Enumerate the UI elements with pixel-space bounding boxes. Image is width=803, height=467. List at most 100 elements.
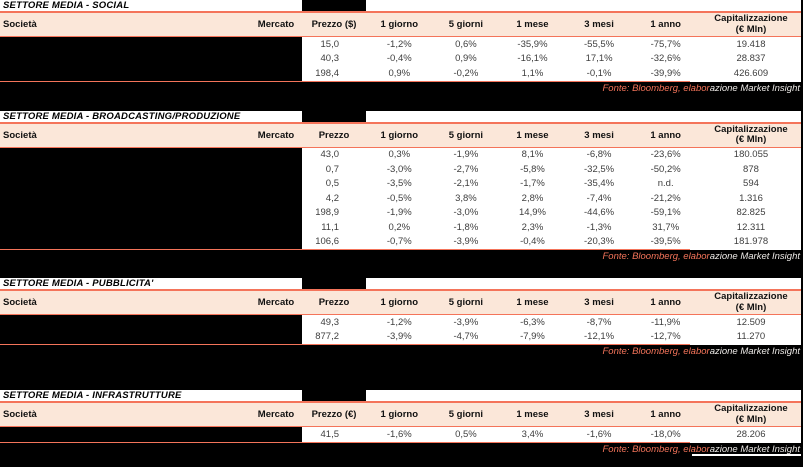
section-gap bbox=[0, 358, 803, 390]
white-sliver bbox=[692, 453, 801, 456]
header-capitalizzazione: Capitalizzazione (€ Mln) bbox=[699, 124, 803, 146]
cell-1-anno: -50,2% bbox=[650, 163, 681, 175]
table-header-row: Società Mercato Prezzo (€) 1 giorno 5 gi… bbox=[0, 403, 801, 427]
header-1-mese: 1 mese bbox=[516, 129, 549, 141]
cell-1-mese: -6,3% bbox=[520, 316, 545, 328]
prezzo-cell: 198,9 bbox=[315, 207, 339, 219]
cell-5-giorni: 0,6% bbox=[455, 38, 477, 50]
header-capitalizzazione: Capitalizzazione (€ Mln) bbox=[699, 13, 803, 35]
header-prezzo: Prezzo ($) bbox=[311, 19, 357, 30]
cell-1-anno: -32,6% bbox=[650, 53, 681, 65]
prezzo-cell: 4,2 bbox=[325, 192, 339, 204]
white-sliver bbox=[690, 441, 801, 443]
table-row: 40,3 -0,4% 0,9% -16,1% 17,1% -32,6% 28.8… bbox=[0, 52, 801, 67]
table-body: 43,0 0,3% -1,9% 8,1% -6,8% -23,6% 180.05… bbox=[0, 147, 801, 250]
table-row: 43,0 0,3% -1,9% 8,1% -6,8% -23,6% 180.05… bbox=[0, 148, 801, 163]
cell-5-giorni: -2,7% bbox=[453, 163, 479, 175]
header-prezzo: Prezzo bbox=[318, 297, 350, 308]
table-row: 15,0 -1,2% 0,6% -35,9% -55,5% -75,7% 19.… bbox=[0, 37, 801, 52]
redaction-box bbox=[302, 0, 366, 11]
cell-1-giorno: -1,9% bbox=[386, 207, 412, 219]
source-line: Fonte: Bloomberg, elabor azione Market In… bbox=[0, 344, 803, 358]
header-1-anno: 1 anno bbox=[650, 19, 681, 30]
prezzo-cell: 198,4 bbox=[315, 67, 339, 79]
cell-1-mese: 1,1% bbox=[521, 67, 544, 79]
cell-3-mesi: -0,1% bbox=[586, 67, 612, 79]
redaction-box bbox=[302, 390, 366, 401]
cell-5-giorni: -1,8% bbox=[453, 221, 479, 233]
cell-3-mesi: -1,3% bbox=[586, 221, 612, 233]
redaction-box bbox=[0, 37, 302, 81]
prezzo-cell: 0,5 bbox=[325, 178, 339, 190]
cell-1-giorno: -1,6% bbox=[386, 428, 412, 440]
header-mercato: Mercato bbox=[257, 409, 295, 420]
header-capitalizzazione-line1: Capitalizzazione bbox=[714, 291, 788, 302]
section-pubblicita: SETTORE MEDIA - PUBBLICITA' Società Merc… bbox=[0, 278, 801, 345]
header-societa: Società bbox=[3, 409, 37, 420]
redaction-box bbox=[302, 278, 366, 289]
table-header-row: Società Mercato Prezzo ($) 1 giorno 5 gi… bbox=[0, 13, 801, 37]
cell-3-mesi: -7,4% bbox=[586, 192, 612, 204]
capitalizzazione-cell: 28.837 bbox=[736, 53, 766, 65]
cell-1-anno: -23,6% bbox=[650, 149, 681, 161]
header-societa: Società bbox=[3, 19, 37, 30]
header-5-giorni: 5 giorni bbox=[448, 297, 484, 308]
source-text-on-redaction: azione Market Insight bbox=[709, 346, 800, 357]
source-line: Fonte: Bloomberg, elabor azione Market In… bbox=[0, 441, 803, 456]
capitalizzazione-cell: 19.418 bbox=[736, 38, 766, 50]
header-1-anno: 1 anno bbox=[650, 409, 681, 420]
source-text: Fonte: Bloomberg, elabor bbox=[602, 251, 710, 262]
cell-1-mese: 8,1% bbox=[521, 149, 544, 161]
header-1-giorno: 1 giorno bbox=[380, 129, 419, 141]
cell-3-mesi: -32,5% bbox=[584, 163, 615, 175]
cell-5-giorni: -4,7% bbox=[453, 331, 479, 343]
cell-1-mese: -35,9% bbox=[517, 38, 548, 50]
header-5-giorni: 5 giorni bbox=[448, 409, 484, 420]
section-title-row: SETTORE MEDIA - PUBBLICITA' bbox=[0, 278, 801, 291]
header-5-giorni: 5 giorni bbox=[448, 129, 484, 141]
section-gap bbox=[0, 263, 803, 278]
cell-1-anno: -39,9% bbox=[650, 67, 681, 79]
prezzo-cell: 106,6 bbox=[315, 236, 339, 248]
source-text-on-redaction: azione Market Insight bbox=[709, 82, 800, 94]
cell-1-giorno: -1,2% bbox=[386, 316, 412, 328]
cell-1-mese: -7,9% bbox=[520, 331, 545, 343]
cell-1-giorno: -3,5% bbox=[386, 178, 412, 190]
cell-5-giorni: -3,9% bbox=[453, 316, 479, 328]
source-text: Fonte: Bloomberg, elabor bbox=[602, 346, 710, 357]
section-title-row: SETTORE MEDIA - INFRASTRUTTURE bbox=[0, 390, 801, 403]
capitalizzazione-cell: 180.055 bbox=[733, 149, 769, 161]
redaction-box bbox=[0, 315, 302, 344]
table-row: 4,2 -0,5% 3,8% 2,8% -7,4% -21,2% 1.316 bbox=[0, 191, 801, 206]
cell-1-mese: -0,4% bbox=[520, 236, 545, 248]
header-prezzo: Prezzo (€) bbox=[311, 409, 357, 420]
capitalizzazione-cell: 1.316 bbox=[739, 192, 763, 204]
cell-5-giorni: 3,8% bbox=[455, 192, 477, 204]
cell-1-anno: n.d. bbox=[657, 178, 674, 190]
capitalizzazione-cell: 878 bbox=[743, 163, 759, 175]
section-broadcasting-produzione: SETTORE MEDIA - BROADCASTING/PRODUZIONE … bbox=[0, 110, 803, 250]
cell-5-giorni: -3,9% bbox=[453, 236, 479, 248]
table-header-row: Società Mercato Prezzo 1 giorno 5 giorni… bbox=[0, 123, 803, 148]
header-prezzo: Prezzo bbox=[318, 129, 350, 141]
capitalizzazione-cell: 82.825 bbox=[736, 207, 766, 219]
cell-1-giorno: 0,3% bbox=[388, 149, 411, 161]
header-capitalizzazione-line2: (€ Mln) bbox=[735, 134, 767, 145]
cell-1-giorno: 0,9% bbox=[388, 67, 411, 79]
section-title-row: SETTORE MEDIA - BROADCASTING/PRODUZIONE bbox=[0, 110, 801, 124]
header-1-mese: 1 mese bbox=[516, 297, 549, 308]
table-row: 877,2 -3,9% -4,7% -7,9% -12,1% -12,7% 11… bbox=[0, 330, 801, 345]
source-line: Fonte: Bloomberg, elabor azione Market In… bbox=[0, 80, 803, 95]
cell-1-giorno: -0,7% bbox=[386, 236, 412, 248]
cell-1-giorno: 0,2% bbox=[388, 221, 411, 233]
prezzo-cell: 49,3 bbox=[320, 316, 340, 328]
cell-5-giorni: -1,9% bbox=[453, 149, 479, 161]
prezzo-cell: 43,0 bbox=[320, 149, 340, 161]
table-row: 41,5 -1,6% 0,5% 3,4% -1,6% -18,0% 28.206 bbox=[0, 427, 801, 442]
capitalizzazione-cell: 11.270 bbox=[736, 331, 766, 343]
cell-1-mese: -5,8% bbox=[520, 163, 545, 175]
header-3-mesi: 3 mesi bbox=[584, 409, 614, 420]
white-sliver bbox=[690, 344, 801, 345]
capitalizzazione-cell: 181.978 bbox=[733, 236, 769, 248]
cell-5-giorni: 0,9% bbox=[455, 53, 477, 65]
